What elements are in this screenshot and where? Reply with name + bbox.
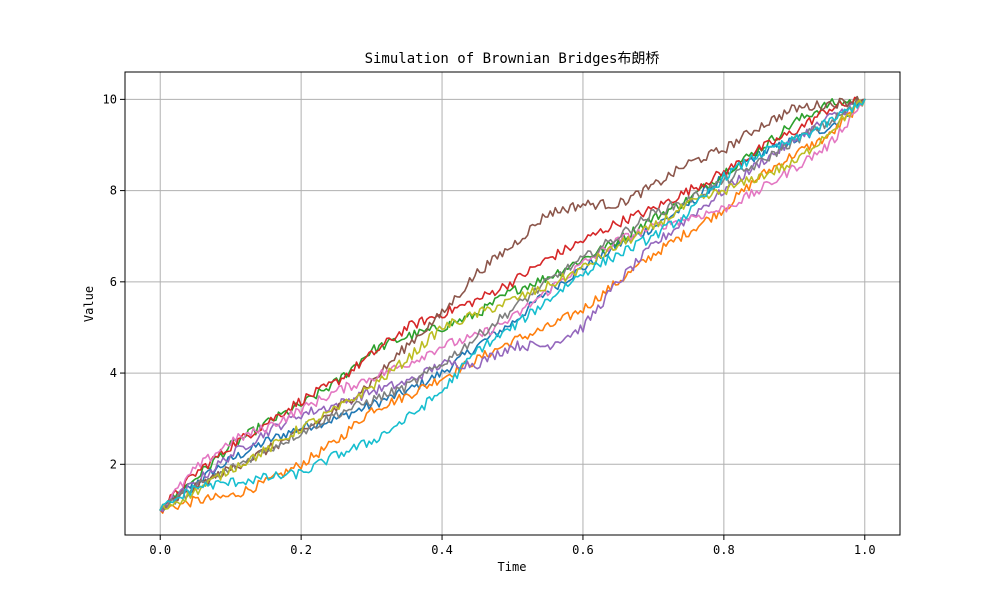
series-line-4: [159, 96, 866, 513]
x-axis-label: Time: [498, 560, 527, 574]
y-tick-label: 6: [110, 275, 117, 289]
series-line-5: [159, 98, 866, 512]
axis-ticks: 0.0 0.2 0.4 0.6 0.8 1.0 2 4 6 8 10: [103, 92, 876, 557]
x-tick-label: 0.8: [713, 543, 735, 557]
x-tick-label: 0.2: [290, 543, 312, 557]
series-line-9: [159, 98, 866, 511]
series-line-8: [159, 98, 866, 511]
grid: [125, 72, 900, 535]
series-line-10: [159, 98, 866, 511]
x-tick-label: 0.0: [149, 543, 171, 557]
y-tick-label: 10: [103, 92, 117, 106]
plot-frame: [124, 71, 901, 536]
series-line-7: [159, 98, 866, 511]
y-tick-label: 2: [110, 457, 117, 471]
series-group: [159, 95, 866, 514]
y-tick-label: 4: [110, 366, 117, 380]
x-tick-label: 0.6: [572, 543, 594, 557]
x-tick-label: 0.4: [431, 543, 453, 557]
y-axis-label: Value: [82, 286, 96, 322]
y-tick-label: 8: [110, 184, 117, 198]
chart-title: Simulation of Brownian Bridges布朗桥: [365, 51, 660, 67]
x-tick-label: 1.0: [854, 543, 876, 557]
